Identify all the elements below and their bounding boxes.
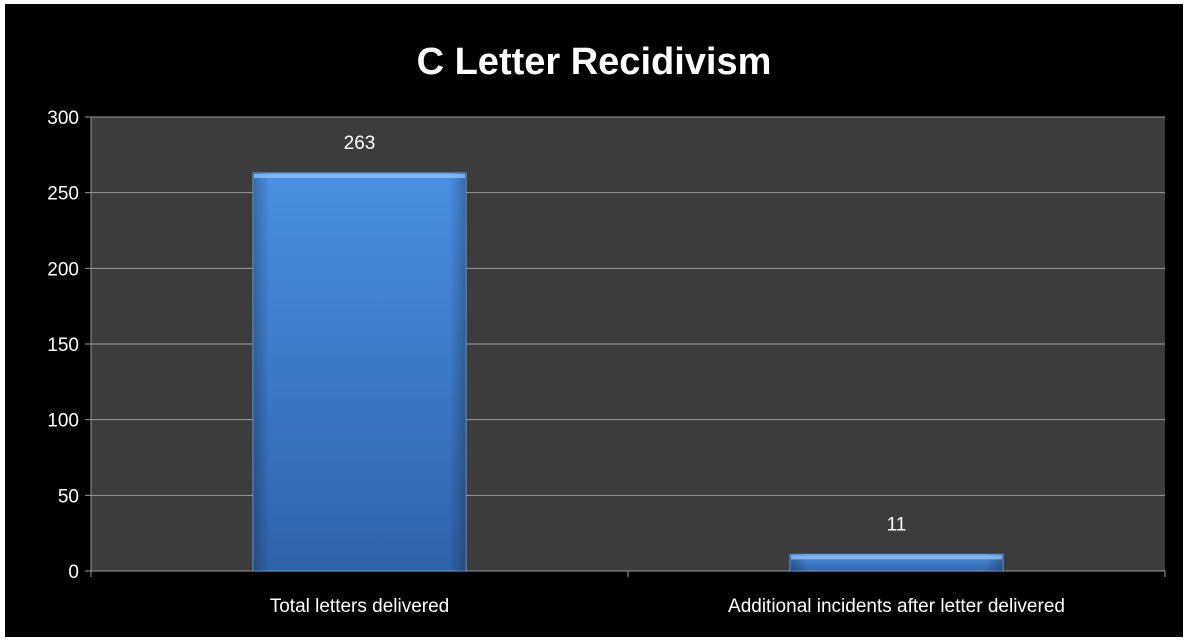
y-tick-label: 300 [47, 108, 79, 129]
bar-highlight [254, 173, 465, 178]
y-tick-label: 200 [47, 259, 79, 280]
y-tick-label: 100 [47, 411, 79, 432]
y-tick-label: 50 [58, 486, 79, 507]
bar-shading [253, 172, 466, 571]
y-tick-label: 150 [47, 335, 79, 356]
chart-title: C Letter Recidivism [416, 41, 772, 83]
x-category-label: Additional incidents after letter delive… [728, 596, 1065, 617]
data-label: 263 [344, 133, 376, 154]
y-tick-label: 250 [47, 184, 79, 205]
bar-chart: 0 50 100 150 200 250 300 263 Total letters deliv… [47, 108, 1166, 617]
chart-frame: C Letter Recidivism 0 50 100 150 200 250 300 26… [5, 4, 1183, 637]
y-tick-label: 0 [68, 562, 79, 583]
x-category-label: Total letters delivered [270, 596, 450, 617]
data-label: 11 [887, 514, 907, 535]
bar-highlight [791, 555, 1002, 560]
